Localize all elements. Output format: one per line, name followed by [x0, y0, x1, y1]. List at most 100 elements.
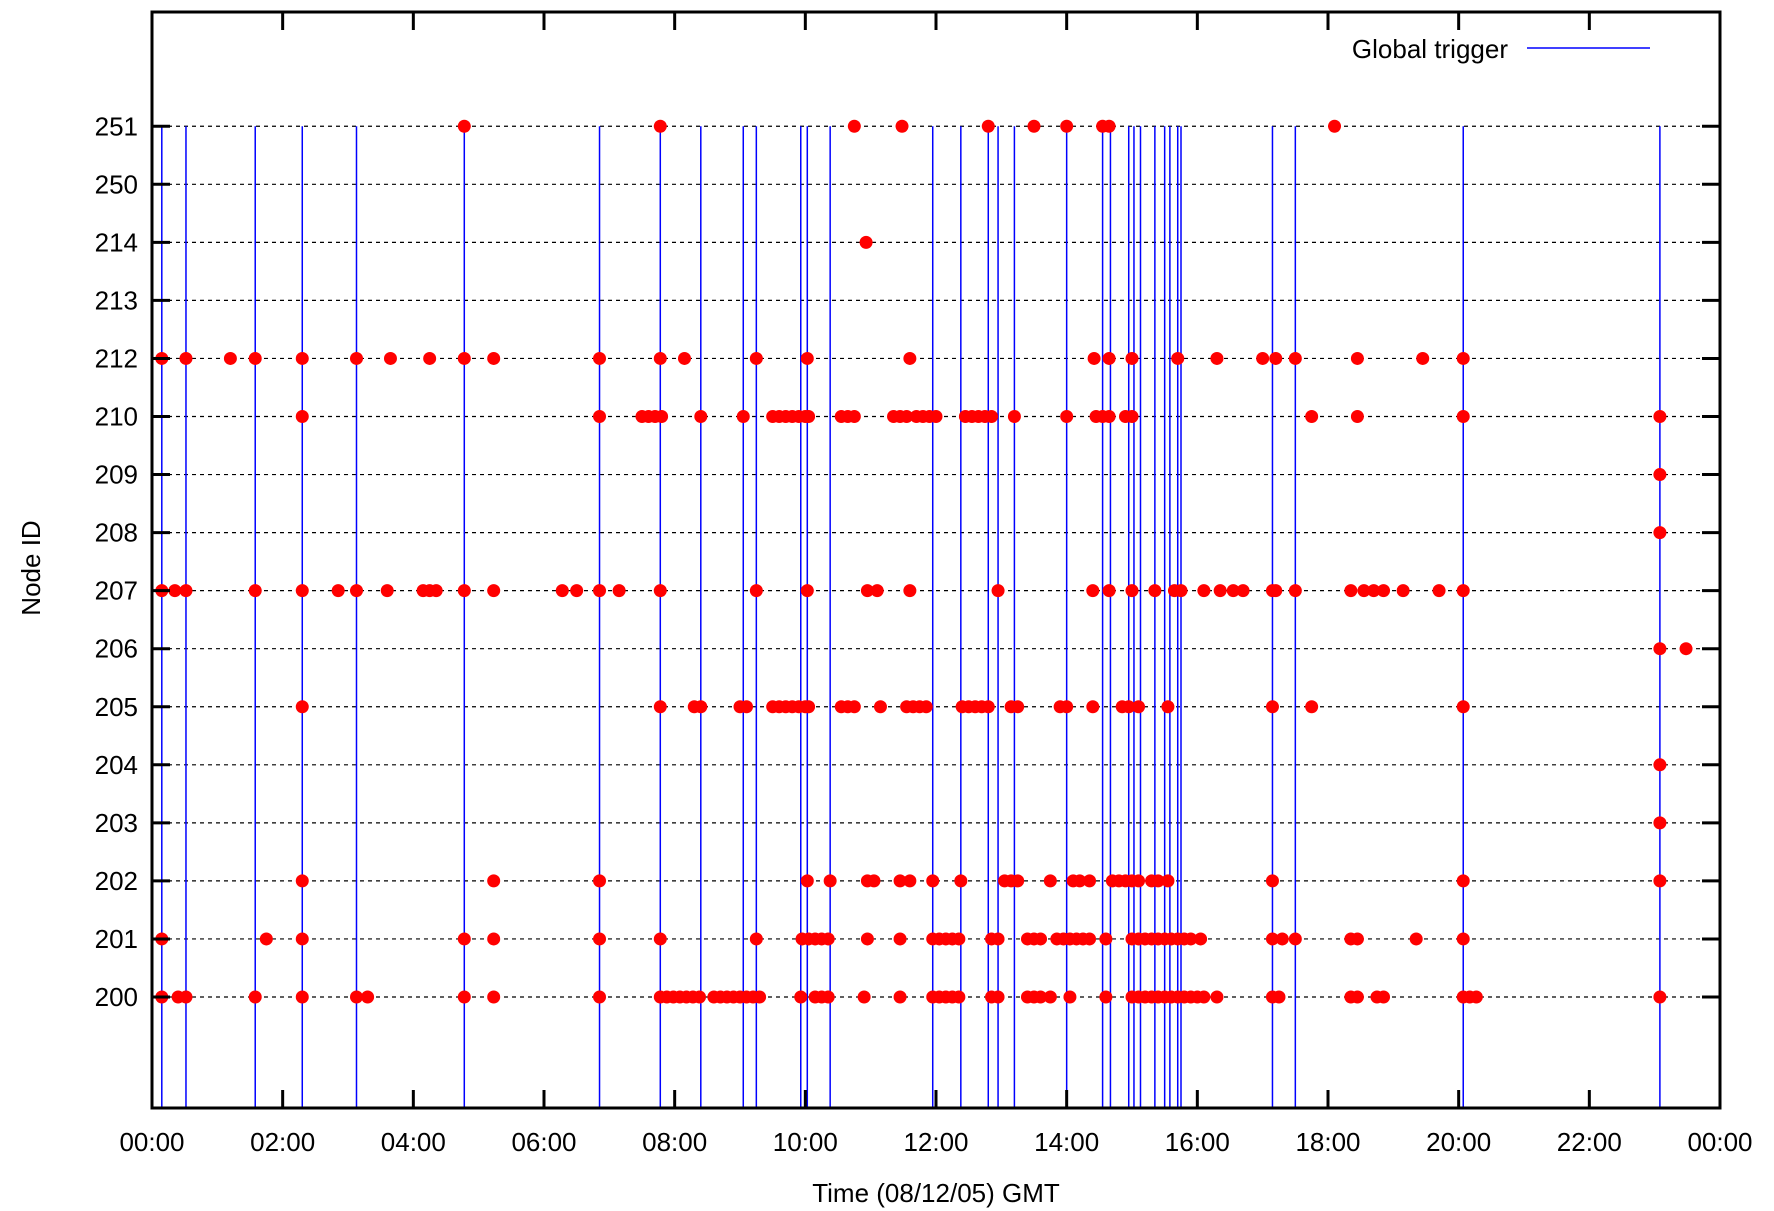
event-point-210-7: [736, 410, 750, 423]
node-event-series: [155, 119, 1693, 1004]
event-point-202-26: [1265, 874, 1279, 888]
event-point-200-37: [991, 990, 1005, 1004]
event-point-207-4: [295, 584, 309, 598]
event-point-200-28: [821, 990, 835, 1004]
event-point-202-16: [1073, 874, 1087, 888]
event-point-201-21: [991, 932, 1005, 946]
event-point-212-5: [349, 351, 363, 365]
event-point-201-44: [1275, 932, 1289, 946]
event-point-207-1: [168, 584, 182, 598]
event-point-202-7: [893, 874, 907, 888]
event-point-251-0: [457, 119, 471, 133]
event-point-200-55: [1197, 990, 1211, 1004]
event-point-201-43: [1265, 932, 1279, 946]
event-point-207-43: [1456, 584, 1470, 598]
event-point-207-42: [1432, 584, 1446, 598]
event-point-212-9: [487, 351, 501, 365]
event-point-212-25: [1416, 351, 1430, 365]
event-point-212-16: [1087, 351, 1101, 365]
event-point-207-14: [570, 584, 584, 598]
event-point-201-45: [1288, 932, 1302, 946]
event-point-207-15: [593, 584, 607, 598]
event-point-200-25: [794, 990, 808, 1004]
event-point-202-9: [926, 874, 940, 888]
event-point-207-11: [457, 584, 471, 598]
event-point-210-6: [694, 410, 708, 423]
y-axis-label: Node ID: [16, 520, 46, 615]
event-point-202-1: [487, 874, 501, 888]
event-point-207-19: [800, 584, 814, 598]
ytick-label-213: 213: [95, 285, 138, 315]
event-point-208-0: [1653, 526, 1667, 540]
event-point-202-13: [1011, 874, 1025, 888]
event-point-205-34: [1161, 700, 1175, 714]
event-point-206-0: [1653, 642, 1667, 656]
event-point-212-20: [1210, 351, 1224, 365]
event-point-205-0: [295, 700, 309, 714]
event-point-212-7: [423, 351, 437, 365]
event-point-200-40: [1034, 990, 1048, 1004]
event-point-207-3: [248, 584, 262, 598]
y-tick-labels: 200 201 202 203 204 205 206 207 208 209 210 212 213 2…: [95, 111, 138, 1012]
event-point-202-3: [800, 874, 814, 888]
event-point-202-24: [1151, 874, 1165, 888]
event-point-251-1: [653, 119, 667, 133]
event-point-207-20: [860, 584, 874, 598]
ytick-label-208: 208: [95, 518, 138, 548]
event-point-205-29: [1060, 700, 1074, 714]
event-point-203-0: [1653, 816, 1667, 830]
event-point-201-19: [952, 932, 966, 946]
event-point-207-10: [429, 584, 443, 598]
event-point-201-3: [457, 932, 471, 946]
event-point-200-2: [179, 990, 193, 1004]
event-point-212-11: [653, 351, 667, 365]
event-point-202-6: [867, 874, 881, 888]
event-point-200-5: [349, 990, 363, 1004]
event-point-200-29: [857, 990, 871, 1004]
event-point-201-4: [487, 932, 501, 946]
event-point-251-4: [981, 119, 995, 133]
event-point-200-66: [1653, 990, 1667, 1004]
xtick-label-7: 14:00: [1034, 1127, 1099, 1157]
event-point-212-26: [1456, 351, 1470, 365]
event-point-201-42: [1194, 932, 1208, 946]
event-point-212-18: [1125, 351, 1139, 365]
event-point-201-6: [653, 932, 667, 946]
ytick-label-205: 205: [95, 692, 138, 722]
event-point-212-12: [677, 351, 691, 365]
event-point-200-58: [1272, 990, 1286, 1004]
xtick-label-3: 06:00: [511, 1127, 576, 1157]
event-point-201-47: [1350, 932, 1364, 946]
event-point-212-10: [593, 351, 607, 365]
event-point-201-5: [593, 932, 607, 946]
event-point-200-3: [248, 990, 262, 1004]
event-point-200-8: [487, 990, 501, 1004]
event-point-212-17: [1102, 351, 1116, 365]
event-point-207-5: [331, 584, 345, 598]
event-point-207-22: [903, 584, 917, 598]
xtick-label-9: 18:00: [1295, 1127, 1360, 1157]
event-point-212-2: [223, 351, 237, 365]
event-point-205-3: [694, 700, 708, 714]
event-point-209-0: [1653, 468, 1667, 482]
event-point-210-37: [1305, 410, 1319, 423]
event-point-207-12: [487, 584, 501, 598]
event-point-204-0: [1653, 758, 1667, 772]
ytick-label-202: 202: [95, 866, 138, 896]
event-point-210-36: [1125, 410, 1139, 423]
event-point-205-27: [1011, 700, 1025, 714]
event-point-202-17: [1083, 874, 1097, 888]
event-point-202-2: [593, 874, 607, 888]
event-point-214-0: [859, 235, 873, 249]
event-point-207-7: [380, 584, 394, 598]
event-point-200-16: [692, 990, 706, 1004]
xtick-label-0: 00:00: [119, 1127, 184, 1157]
legend-label-global-trigger: Global trigger: [1352, 34, 1508, 64]
event-point-201-41: [1184, 932, 1198, 946]
event-point-207-40: [1377, 584, 1391, 598]
event-point-251-5: [1027, 119, 1041, 133]
event-point-207-13: [555, 584, 569, 598]
event-point-202-4: [823, 874, 837, 888]
event-point-206-1: [1679, 642, 1693, 656]
ytick-label-209: 209: [95, 460, 138, 490]
